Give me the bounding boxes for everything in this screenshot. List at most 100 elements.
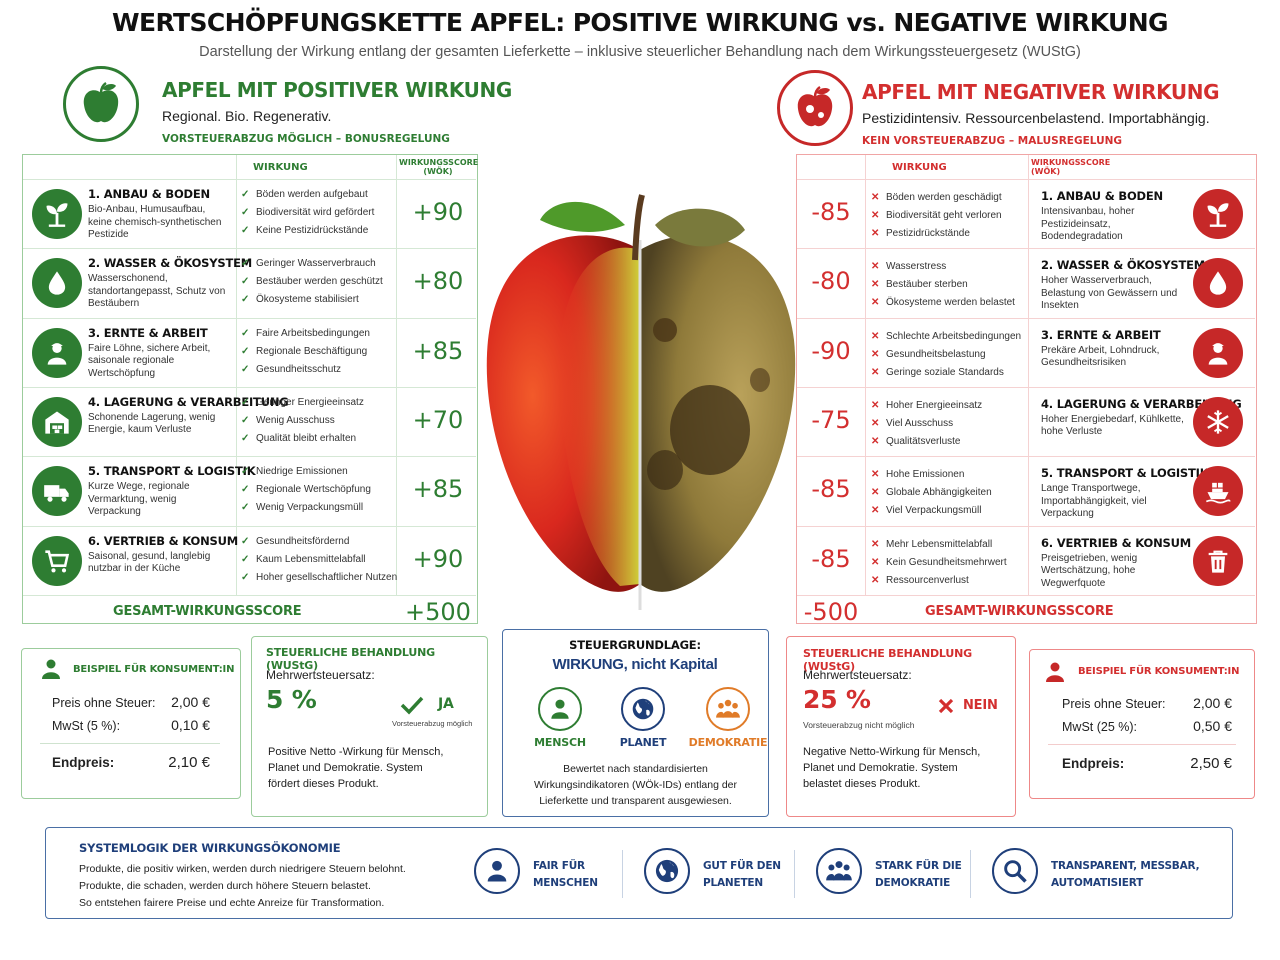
consumer-pos-price: 2,00 €: [171, 694, 210, 710]
negative-row-desc: Lange Transportwege, Importabhängigkeit,…: [1041, 483, 1147, 520]
basis-item: DEMOKRATIE: [688, 687, 768, 749]
tax-neg-title: STEUERLICHE BEHANDLUNG (WUStG): [803, 647, 972, 673]
consumer-pos-end-label: Endpreis:: [52, 755, 115, 770]
system-logic: SYSTEMLOGIK DER WIRKUNGSÖKONOMIE Produkt…: [45, 827, 1233, 919]
tax-neg-rate-label: Mehrwertsteuersatz:: [803, 668, 912, 682]
positive-row-effect: ✓ Biodiversität wird gefördert: [241, 207, 375, 218]
consumer-neg-price-label: Preis ohne Steuer:: [1062, 697, 1166, 711]
truck-icon: [32, 466, 82, 517]
basis-item-label: MENSCH: [534, 736, 586, 749]
consumer-neg-vat: 0,50 €: [1193, 718, 1232, 734]
system-line-2: Produkte, die schaden, werden durch höhe…: [79, 880, 371, 892]
positive-row-effect: ✓ Niedrige Emissionen: [241, 466, 348, 478]
positive-row-effect: ✓ Bestäuber werden geschützt: [241, 276, 383, 288]
apple-illustration: [486, 194, 796, 610]
positive-rule: VORSTEUERABZUG MÖGLICH – BONUSREGELUNG: [162, 133, 450, 145]
tax-pos-note: Vorsteuerabzug möglich: [392, 719, 473, 728]
positive-row-effect: ✓ Gesundheitsschutz: [241, 363, 342, 375]
person-icon: [474, 848, 520, 894]
system-pillar-label: GUT FÜR DEN PLANETEN: [703, 860, 781, 889]
negative-row-score: -85: [811, 198, 851, 226]
ship-icon: [1193, 466, 1243, 517]
positive-row-desc: Kurze Wege, regionale Vermarktung, wenig…: [88, 481, 190, 518]
positive-row-effect: ✓ Wenig Verpackungsmüll: [241, 502, 364, 514]
tax-treatment-negative: STEUERLICHE BEHANDLUNG (WUStG) Mehrwerts…: [786, 636, 1016, 817]
positive-row: 1. ANBAU & BODEN Bio-Anbau, Humusaufbau, …: [23, 179, 476, 248]
magnifier-icon: [992, 848, 1038, 894]
positive-row-desc: Saisonal, gesund, langlebig nutzbar in d…: [88, 550, 211, 575]
consumer-example-positive: BEISPIEL FÜR KONSUMENT:IN Preis ohne Ste…: [21, 648, 241, 799]
negative-row-effect: ✕ Geringe soziale Standards: [871, 366, 1004, 378]
globe-icon: [621, 687, 665, 731]
negative-row-effect: ✕ Gesundheitsbelastung: [871, 348, 986, 360]
negative-title: APFEL MIT NEGATIVER WIRKUNG: [862, 80, 1220, 104]
positive-row-score: +90: [412, 544, 464, 573]
positive-apple-logo: [63, 66, 139, 142]
positive-row-effect: ✓ Ökosysteme stabilisiert: [241, 294, 359, 306]
positive-row-score: +85: [412, 336, 464, 365]
positive-row: 5. TRANSPORT & LOGISTIK Kurze Wege, regio…: [23, 456, 476, 525]
basis-title: STEUERGRUNDLAGE:: [569, 638, 701, 652]
positive-tagline: Regional. Bio. Regenerativ.: [162, 108, 332, 124]
positive-row-effect: ✓ Hoher gesellschaftlicher Nutzen: [241, 571, 398, 583]
system-pillar-label: STARK FÜR DIE DEMOKRATIE: [875, 860, 962, 889]
consumer-pos-price-label: Preis ohne Steuer:: [52, 696, 156, 710]
positive-col-effect: WIRKUNG: [253, 162, 308, 173]
negative-row-title: 5. TRANSPORT & LOGISTIK: [1041, 466, 1209, 481]
negative-row: -85 ✕ Böden werden geschädigt ✕ Biodiversitä…: [797, 179, 1255, 248]
negative-total: -500: [803, 598, 859, 626]
positive-row-title: 4. LAGERUNG & VERARBEITUNG: [88, 394, 289, 409]
negative-rule: KEIN VORSTEUERABZUG – MALUSREGELUNG: [862, 135, 1123, 147]
negative-row-effect: ✕ Viel Ausschuss: [871, 417, 954, 429]
negative-row-desc: Hoher Wasserverbrauch, Belastung von Gew…: [1041, 275, 1178, 312]
negative-row-effect: ✕ Pestizidrückstände: [871, 228, 970, 239]
negative-row-effect: ✕ Wasserstress: [871, 261, 947, 273]
negative-row-score: -80: [811, 267, 851, 296]
tax-neg-text: Negative Netto-Wirkung für Mensch, Plane…: [803, 746, 981, 790]
negative-row-score: -90: [811, 336, 851, 365]
negative-row-effect: ✕ Qualitätsverluste: [871, 435, 961, 447]
positive-row-title: 6. VERTRIEB & KONSUM: [88, 533, 238, 548]
basis-item-label: DEMOKRATIE: [688, 736, 768, 749]
positive-row-effect: ✓ Wenig Ausschuss: [241, 414, 335, 426]
positive-total-label: GESAMT-WIRKUNGSSCORE: [113, 604, 302, 619]
positive-row: 3. ERNTE & ARBEIT Faire Löhne, sichere Ar…: [23, 317, 476, 387]
positive-row-effect: ✓ Faire Arbeitsbedingungen: [241, 327, 370, 339]
negative-tagline: Pestizidintensiv. Ressourcenbelastend. I…: [862, 110, 1210, 126]
globe-icon: [644, 848, 690, 894]
cart-icon: [32, 535, 82, 586]
positive-row: 4. LAGERUNG & VERARBEITUNG Schonende Lage…: [23, 386, 476, 456]
negative-row-effect: ✕ Bestäuber sterben: [871, 279, 968, 291]
negative-row-effect: ✕ Mehr Lebensmittelabfall: [871, 538, 993, 550]
system-pillar-label: FAIR FÜR MENSCHEN: [533, 860, 598, 889]
positive-row-effect: ✓ Qualität bleibt erhalten: [241, 432, 357, 444]
negative-row: -85 ✕ Hohe Emissionen ✕ Globale Abhängigkeit…: [797, 456, 1255, 525]
consumer-pos-vat-label: MwSt (5 %):: [52, 719, 121, 733]
negative-row-score: -85: [811, 544, 851, 573]
snowflake-icon: [1193, 396, 1243, 447]
positive-row: 2. WASSER & ÖKOSYSTEM Wasserschonend, sta…: [23, 248, 476, 317]
negative-row-effect: ✕ Ressourcenverlust: [871, 574, 969, 586]
positive-row-title: 2. WASSER & ÖKOSYSTEM: [88, 256, 253, 271]
tax-neg-note: Vorsteuerabzug nicht möglich: [803, 720, 915, 730]
negative-row-effect: ✕ Hoher Energieeinsatz: [871, 399, 983, 411]
negative-total-label: GESAMT-WIRKUNGSSCORE: [925, 604, 1114, 619]
negative-row: -85 ✕ Mehr Lebensmittelabfall ✕ Kein Gesundh…: [797, 525, 1255, 595]
negative-row-effect: ✕ Viel Verpackungsmüll: [871, 505, 982, 517]
positive-row-effect: ✓ Keine Pestizidrückstände: [241, 225, 369, 236]
basis-item: MENSCH: [520, 687, 600, 749]
positive-table: WIRKUNG WIRKUNGSSCORE (WÖK) 1. ANBAU & B…: [22, 154, 479, 626]
positive-row-title: 3. ERNTE & ARBEIT: [88, 325, 208, 340]
positive-row-title: 1. ANBAU & BODEN: [88, 187, 210, 201]
tax-pos-text: Positive Netto -Wirkung für Mensch, Plan…: [268, 746, 444, 790]
page-title: WERTSCHÖPFUNGSKETTE APFEL: POSITIVE WIRK…: [112, 8, 1169, 37]
negative-row-title: 3. ERNTE & ARBEIT: [1041, 327, 1161, 342]
negative-row-score: -75: [811, 405, 851, 434]
consumer-neg-price: 2,00 €: [1193, 695, 1232, 711]
system-pillar-label: TRANSPARENT, MESSBAR, AUTOMATISIERT: [1051, 860, 1200, 889]
system-line-1: Produkte, die positiv wirken, werden dur…: [79, 863, 406, 875]
negative-col-effect: WIRKUNG: [892, 162, 947, 173]
group-icon: [706, 687, 750, 731]
tax-pos-rate-label: Mehrwertsteuersatz:: [266, 668, 375, 682]
positive-col-score: WIRKUNGSSCORE (WÖK): [399, 158, 479, 176]
